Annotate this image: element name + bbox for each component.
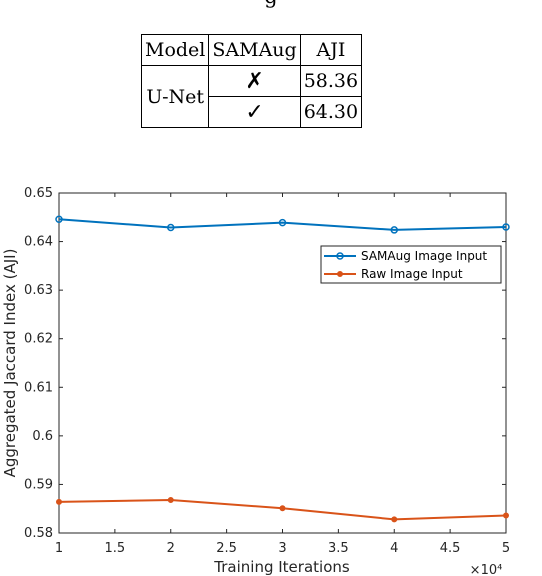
table-header-row: Model SAMAug AJI: [140, 34, 363, 66]
data-point: [503, 512, 509, 519]
x-multiplier: ×10⁴: [470, 563, 503, 576]
data-point: [278, 218, 287, 227]
header-aji: AJI: [299, 34, 363, 66]
y-tick-label: 0.58: [24, 526, 53, 541]
legend-label-samaug: SAMAug Image Input: [361, 249, 487, 263]
series-line-0: [58, 218, 507, 231]
x-tick-label: 4.5: [440, 541, 461, 556]
x-tick-label: 3: [278, 541, 286, 556]
plot-area: [58, 192, 507, 534]
data-point: [279, 505, 286, 512]
aji-value: 58.36: [299, 65, 363, 97]
data-point: [391, 516, 398, 523]
series-layer: [55, 215, 510, 523]
legend: SAMAug Image Input Raw Image Input: [320, 245, 502, 284]
legend-label-raw: Raw Image Input: [361, 267, 463, 281]
legend-marker-raw: [337, 271, 343, 277]
data-point: [167, 496, 174, 503]
header-samaug: SAMAug: [208, 34, 301, 66]
y-tick-label: 0.59: [24, 477, 53, 492]
y-axis-label: Aggregated Jaccard Index (AJI): [1, 249, 19, 478]
x-tick-label: 1: [55, 541, 63, 556]
data-point: [502, 223, 510, 231]
x-tick-label: 5: [502, 541, 510, 556]
x-axis-label: Training Iterations: [213, 558, 350, 576]
x-tick-label: 3.5: [328, 541, 349, 556]
y-tick-label: 0.63: [24, 283, 53, 298]
cross-mark-icon: ✗: [208, 65, 301, 97]
legend-box: [320, 245, 502, 284]
check-mark-icon: ✓: [208, 96, 301, 128]
x-tick-label: 4: [390, 541, 398, 556]
data-point: [390, 226, 398, 234]
table-row: ✓ 64.30: [142, 96, 363, 128]
axis-ticks: 1 1.5 2 2.5 3 3.5 4 4.5 5 0.58 0.59 0.6 0.61 0.62 0.63…: [24, 186, 510, 556]
results-table: Model SAMAug AJI U-Net ✗ 58.36 ✓ 64.30: [140, 34, 363, 128]
aji-value: 64.30: [299, 96, 363, 128]
y-tick-label: 0.65: [24, 186, 53, 201]
data-point: [56, 498, 62, 505]
x-tick-label: 2.5: [216, 541, 237, 556]
legend-marker-samaug: [336, 252, 344, 260]
table-row: U-Net ✗ 58.36: [140, 65, 363, 128]
y-tick-label: 0.6: [32, 429, 53, 444]
x-tick-label: 1.5: [105, 541, 126, 556]
x-tick-label: 2: [167, 541, 175, 556]
y-tick-label: 0.61: [24, 380, 53, 395]
y-tick-label: 0.62: [24, 332, 53, 347]
y-tick-label: 0.64: [24, 235, 53, 250]
data-point: [167, 223, 175, 232]
data-point: [55, 215, 63, 223]
cropped-caption-text: g: [0, 0, 542, 8]
model-cell: U-Net: [140, 65, 210, 128]
cropped-caption: g: [0, 0, 542, 12]
header-model: Model: [140, 34, 210, 66]
